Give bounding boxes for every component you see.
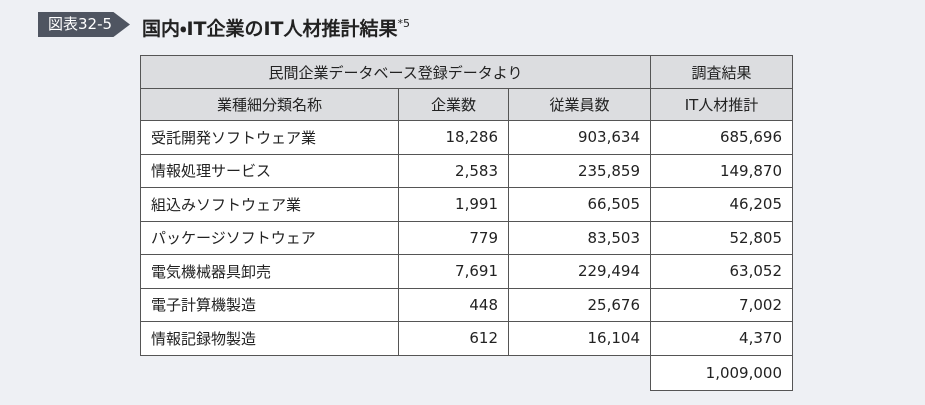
cell: 16,104 <box>508 321 651 356</box>
cell: 25,676 <box>508 287 651 322</box>
title: 国内・IT企業のIT人材推計結果 <box>142 18 398 40</box>
table-row: 情報処理サービス 2,583 235,859 149,870 <box>140 153 793 188</box>
cell: 235,859 <box>508 153 651 188</box>
cell: 685,696 <box>650 120 793 155</box>
cell: 149,870 <box>650 153 793 188</box>
row-label: 電気機械器具卸売 <box>140 254 399 289</box>
data-table: 民間企業データベース登録データより 調査結果 業種細分類名称 企業数 従業員数 IT人材推… <box>140 55 793 391</box>
column-header: IT人材推計 <box>650 88 793 121</box>
table-row: 受託開発ソフトウェア業 18,286 903,634 685,696 <box>140 120 793 155</box>
cell: 903,634 <box>508 120 651 155</box>
group-header: 調査結果 <box>650 55 793 89</box>
row-label: 情報記録物製造 <box>140 321 399 356</box>
cell: 83,503 <box>508 220 651 255</box>
column-header: 従業員数 <box>508 88 651 121</box>
cell: 18,286 <box>398 120 509 155</box>
table-row: 組込みソフトウェア業 1,991 66,505 46,205 <box>140 187 793 222</box>
column-header: 業種細分類名称 <box>140 88 399 121</box>
cell: 229,494 <box>508 254 651 289</box>
cell: 66,505 <box>508 187 651 222</box>
row-label: 電子計算機製造 <box>140 287 399 322</box>
column-header-row: 業種細分類名称 企業数 従業員数 IT人材推計 <box>140 88 793 121</box>
title-block: 国内・IT企業のIT人材推計結果*5 <box>142 10 410 43</box>
footnote-ref: *5 <box>397 17 411 30</box>
cell: 448 <box>398 287 509 322</box>
total-row: 1,009,000 <box>141 354 793 391</box>
group-header: 民間企業データベース登録データより <box>140 55 651 89</box>
column-header: 企業数 <box>398 88 509 121</box>
row-label: パッケージソフトウェア <box>140 220 399 255</box>
cell: 612 <box>398 321 509 356</box>
group-header-row: 民間企業データベース登録データより 調査結果 <box>140 55 793 89</box>
cell: 7,691 <box>398 254 509 289</box>
row-label: 情報処理サービス <box>140 153 399 188</box>
cell: 63,052 <box>650 254 793 289</box>
table-row: 電子計算機製造 448 25,676 7,002 <box>140 287 793 322</box>
cell: 46,205 <box>650 187 793 222</box>
table-row: パッケージソフトウェア 779 83,503 52,805 <box>140 220 793 255</box>
cell: 4,370 <box>650 321 793 356</box>
row-label: 組込みソフトウェア業 <box>140 187 399 222</box>
figure-badge: 図表32-5 <box>38 12 130 37</box>
cell: 779 <box>398 220 509 255</box>
cell: 52,805 <box>650 220 793 255</box>
row-label: 受託開発ソフトウェア業 <box>140 120 399 155</box>
table-row: 電気機械器具卸売 7,691 229,494 63,052 <box>140 254 793 289</box>
cell: 7,002 <box>650 287 793 322</box>
table-row: 情報記録物製造 612 16,104 4,370 <box>140 321 793 356</box>
total-cell: 1,009,000 <box>650 354 793 391</box>
cell: 2,583 <box>398 153 509 188</box>
spacer <box>141 355 651 390</box>
cell: 1,991 <box>398 187 509 222</box>
